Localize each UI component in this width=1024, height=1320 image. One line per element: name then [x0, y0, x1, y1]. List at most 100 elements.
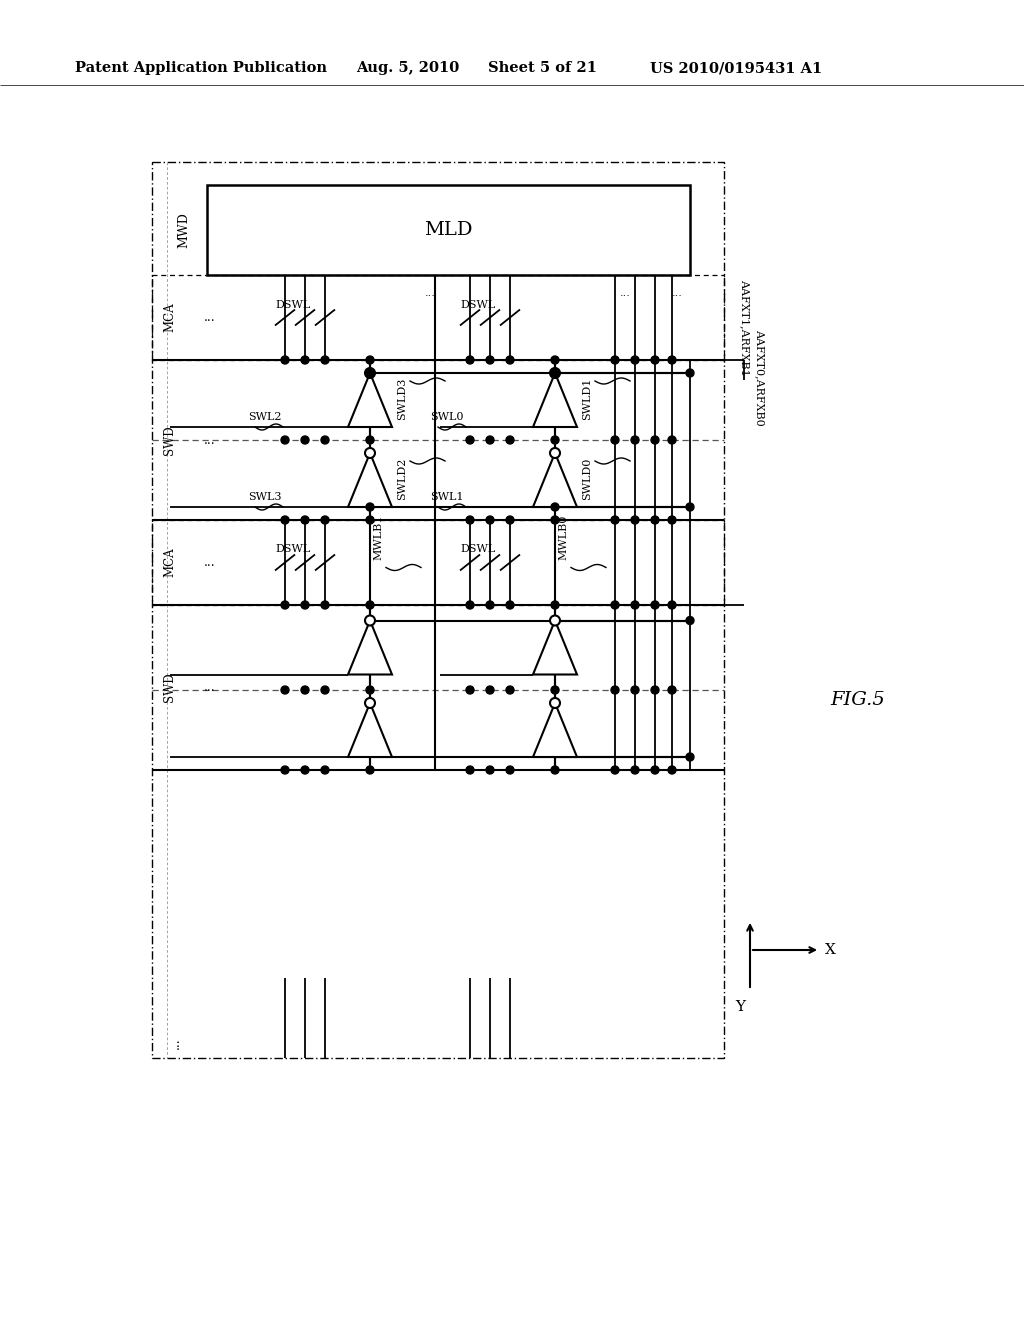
- Circle shape: [506, 686, 514, 694]
- Circle shape: [611, 601, 618, 609]
- Circle shape: [366, 436, 374, 444]
- Text: FIG.5: FIG.5: [830, 690, 885, 709]
- Circle shape: [466, 766, 474, 774]
- Text: DSWL: DSWL: [460, 544, 496, 554]
- Circle shape: [651, 601, 659, 609]
- Circle shape: [668, 766, 676, 774]
- Circle shape: [651, 516, 659, 524]
- Circle shape: [506, 436, 514, 444]
- Text: ...: ...: [169, 1038, 181, 1049]
- Text: MLD: MLD: [424, 220, 473, 239]
- Circle shape: [631, 686, 639, 694]
- Text: SWL2: SWL2: [248, 412, 282, 422]
- Circle shape: [486, 356, 494, 364]
- Polygon shape: [348, 704, 392, 756]
- Circle shape: [321, 601, 329, 609]
- Circle shape: [301, 601, 309, 609]
- Polygon shape: [348, 453, 392, 507]
- Circle shape: [486, 516, 494, 524]
- Polygon shape: [534, 374, 577, 426]
- Text: DSWL: DSWL: [275, 544, 310, 554]
- Circle shape: [366, 370, 374, 378]
- Bar: [152, 162, 724, 1059]
- Circle shape: [321, 516, 329, 524]
- Circle shape: [551, 503, 559, 511]
- Text: SWLD2: SWLD2: [397, 458, 407, 500]
- Circle shape: [506, 601, 514, 609]
- Circle shape: [631, 516, 639, 524]
- Text: ...: ...: [204, 681, 216, 694]
- Circle shape: [281, 516, 289, 524]
- Circle shape: [506, 516, 514, 524]
- Circle shape: [631, 601, 639, 609]
- Text: SWL3: SWL3: [248, 492, 282, 502]
- Text: AAFXT0,ARFXB0: AAFXT0,ARFXB0: [755, 329, 765, 426]
- Circle shape: [281, 601, 289, 609]
- Circle shape: [550, 698, 560, 708]
- Circle shape: [466, 436, 474, 444]
- Circle shape: [551, 601, 559, 609]
- Circle shape: [466, 356, 474, 364]
- Circle shape: [551, 686, 559, 694]
- Circle shape: [486, 601, 494, 609]
- Circle shape: [366, 766, 374, 774]
- Circle shape: [365, 615, 375, 626]
- Text: SWD: SWD: [164, 673, 176, 702]
- Text: DSWL: DSWL: [460, 300, 496, 309]
- Text: DSWL: DSWL: [275, 300, 310, 309]
- Text: SWLD0: SWLD0: [582, 458, 592, 500]
- Circle shape: [611, 436, 618, 444]
- Text: SWL1: SWL1: [430, 492, 464, 502]
- Circle shape: [631, 356, 639, 364]
- Text: ...: ...: [620, 288, 631, 298]
- Circle shape: [611, 766, 618, 774]
- Circle shape: [551, 766, 559, 774]
- Text: ...: ...: [204, 312, 216, 323]
- Circle shape: [611, 686, 618, 694]
- Text: MWLB0: MWLB0: [558, 515, 568, 561]
- Text: ...: ...: [425, 288, 435, 298]
- Polygon shape: [534, 453, 577, 507]
- Text: MWD: MWD: [177, 213, 190, 248]
- Circle shape: [668, 436, 676, 444]
- Polygon shape: [348, 374, 392, 426]
- Circle shape: [366, 601, 374, 609]
- Text: MWLB1: MWLB1: [373, 515, 383, 561]
- Circle shape: [631, 436, 639, 444]
- Circle shape: [301, 356, 309, 364]
- Circle shape: [631, 766, 639, 774]
- Polygon shape: [348, 620, 392, 675]
- Circle shape: [365, 368, 375, 378]
- Circle shape: [301, 766, 309, 774]
- Circle shape: [551, 436, 559, 444]
- Circle shape: [611, 356, 618, 364]
- Circle shape: [668, 601, 676, 609]
- Circle shape: [366, 503, 374, 511]
- Text: Y: Y: [735, 1001, 745, 1014]
- Circle shape: [506, 356, 514, 364]
- Circle shape: [611, 516, 618, 524]
- Circle shape: [686, 752, 694, 762]
- Circle shape: [551, 370, 559, 378]
- Circle shape: [550, 615, 560, 626]
- Circle shape: [551, 516, 559, 524]
- Text: ...: ...: [672, 288, 682, 298]
- Circle shape: [686, 503, 694, 511]
- Circle shape: [281, 686, 289, 694]
- Circle shape: [550, 368, 560, 378]
- Circle shape: [686, 616, 694, 624]
- Text: US 2010/0195431 A1: US 2010/0195431 A1: [650, 61, 822, 75]
- Text: SWLD1: SWLD1: [582, 378, 592, 420]
- Circle shape: [486, 436, 494, 444]
- Text: MCA: MCA: [164, 302, 176, 333]
- Circle shape: [668, 686, 676, 694]
- Circle shape: [486, 686, 494, 694]
- Text: Patent Application Publication: Patent Application Publication: [75, 61, 327, 75]
- Text: X: X: [825, 942, 836, 957]
- Circle shape: [365, 447, 375, 458]
- Bar: [152, 520, 724, 605]
- Text: AAFXT1,ARFXB1: AAFXT1,ARFXB1: [740, 279, 750, 376]
- Circle shape: [551, 356, 559, 364]
- Circle shape: [651, 436, 659, 444]
- Text: Sheet 5 of 21: Sheet 5 of 21: [488, 61, 597, 75]
